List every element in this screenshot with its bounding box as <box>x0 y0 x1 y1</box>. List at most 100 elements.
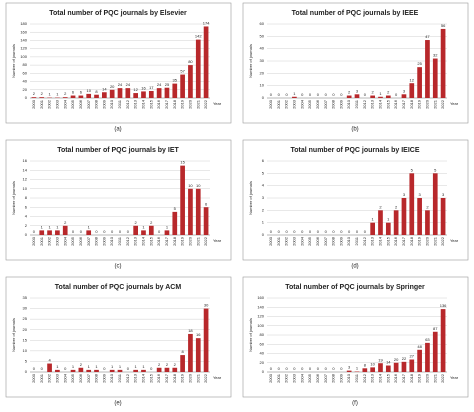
chart-title: Total number of PQC journals by Elsevier <box>49 10 187 17</box>
y-tick-label: 2 <box>25 223 28 228</box>
data-label: 1 <box>119 364 122 369</box>
x-tick-label: 2010 <box>346 373 351 383</box>
x-tick-label: 2002 <box>284 373 289 383</box>
data-label: 0 <box>340 92 343 97</box>
x-tick-label: 2005 <box>70 99 75 109</box>
data-label: 3 <box>403 192 406 197</box>
bar <box>180 355 185 372</box>
x-tick-label: 2006 <box>78 99 83 109</box>
x-tick-label: 2008 <box>94 373 99 383</box>
x-tick-label: 2020 <box>187 99 192 109</box>
bar <box>440 198 446 235</box>
bar <box>31 97 37 98</box>
y-tick-label: 35 <box>23 295 28 300</box>
data-label: 3 <box>418 192 421 197</box>
y-tick-label: 0 <box>25 95 28 100</box>
data-label: 1 <box>293 91 296 96</box>
x-tick-label: 2011 <box>117 236 122 245</box>
bar <box>55 369 60 372</box>
x-axis-label: Year <box>450 375 459 380</box>
bar <box>117 369 123 372</box>
bar <box>346 370 352 372</box>
data-label: 12 <box>133 87 138 92</box>
bar <box>141 91 146 98</box>
bar <box>47 230 52 235</box>
x-tick-label: 2022 <box>440 99 445 109</box>
bar <box>70 369 76 372</box>
data-label: 0 <box>278 92 281 97</box>
y-tick-label: 2 <box>262 207 265 212</box>
data-label: 0 <box>80 229 83 234</box>
x-tick-label: 2020 <box>424 236 429 246</box>
data-label: 0 <box>317 92 320 97</box>
bar <box>203 26 209 98</box>
data-label: 0 <box>270 92 273 97</box>
bar <box>188 333 193 372</box>
data-label: 2 <box>395 204 398 209</box>
x-tick-label: 2020 <box>187 236 192 246</box>
panel-frame <box>242 2 469 124</box>
x-tick-label: 2015 <box>148 99 153 109</box>
bar <box>62 225 68 235</box>
data-label: 142 <box>195 34 202 39</box>
x-tick-label: 2012 <box>125 99 130 109</box>
data-label: 2 <box>158 362 161 367</box>
x-tick-label: 2001 <box>276 373 281 383</box>
y-tick-label: 12 <box>23 177 28 182</box>
x-tick-label: 2017 <box>401 99 406 109</box>
data-label: 0 <box>278 229 281 234</box>
bar <box>440 309 446 372</box>
x-tick-label: 2012 <box>362 373 367 383</box>
data-label: 3 <box>348 365 351 370</box>
data-label: 0 <box>348 229 351 234</box>
x-tick-label: 2005 <box>70 373 75 383</box>
y-tick-label: 5 <box>25 358 28 363</box>
data-label: 2 <box>41 91 44 96</box>
data-label: 10 <box>196 183 201 188</box>
bar <box>141 369 146 372</box>
data-label: 1 <box>111 364 114 369</box>
data-label: 1 <box>95 364 98 369</box>
data-label: 0 <box>340 366 343 371</box>
data-label: 2 <box>166 362 169 367</box>
x-tick-label: 2005 <box>70 236 75 246</box>
y-tick-label: 6 <box>25 204 28 209</box>
x-tick-label: 2021 <box>432 236 437 246</box>
y-axis-label: Number of journals <box>11 44 16 78</box>
x-tick-label: 2017 <box>164 373 169 383</box>
data-label: 25 <box>417 61 422 66</box>
x-tick-label: 2001 <box>39 99 44 109</box>
y-tick-label: 3 <box>262 195 265 200</box>
y-tick-label: 180 <box>20 21 27 26</box>
data-label: 1 <box>142 224 145 229</box>
y-tick-label: 30 <box>23 306 28 311</box>
bar <box>370 222 375 235</box>
data-label: 136 <box>440 303 447 308</box>
y-tick-label: 16 <box>23 158 28 163</box>
data-label: 0 <box>103 229 106 234</box>
data-label: 0 <box>325 229 328 234</box>
data-label: 24 <box>126 82 131 87</box>
data-label: 0 <box>150 366 153 371</box>
x-tick-label: 2006 <box>315 373 320 383</box>
bar <box>370 95 375 98</box>
x-tick-label: 2011 <box>354 373 359 382</box>
x-tick-label: 2001 <box>39 236 44 246</box>
data-label: 63 <box>425 337 430 342</box>
x-tick-label: 2001 <box>39 373 44 383</box>
bar <box>39 230 45 235</box>
data-label: 10 <box>370 361 375 366</box>
bar <box>133 369 138 372</box>
x-tick-label: 2017 <box>401 373 406 383</box>
data-label: 17 <box>149 85 154 90</box>
bar <box>164 367 170 372</box>
data-label: 56 <box>441 23 446 28</box>
y-tick-label: 60 <box>260 341 265 346</box>
x-tick-label: 2019 <box>417 236 422 246</box>
x-tick-label: 2009 <box>101 99 106 109</box>
data-label: 18 <box>188 328 193 333</box>
bar <box>109 369 115 372</box>
bar <box>432 173 438 235</box>
bar <box>393 210 399 235</box>
data-label: 8 <box>181 349 184 354</box>
